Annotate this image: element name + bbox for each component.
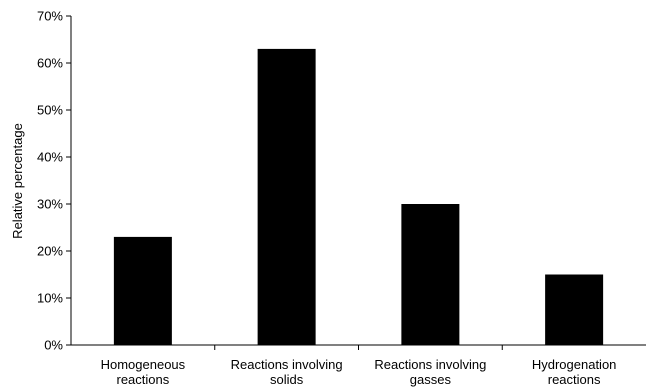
x-category-label: Homogeneous bbox=[101, 357, 186, 372]
y-axis-label: Relative percentage bbox=[10, 123, 25, 239]
x-category-label: Reactions involving bbox=[374, 357, 486, 372]
x-category-label: Reactions involving bbox=[231, 357, 343, 372]
bar bbox=[257, 48, 316, 346]
x-category-label: reactions bbox=[117, 372, 170, 387]
y-tick-label: 30% bbox=[37, 197, 63, 212]
y-tick-label: 40% bbox=[37, 150, 63, 165]
x-category-label: reactions bbox=[548, 372, 601, 387]
x-category-label: gasses bbox=[410, 372, 452, 387]
bar bbox=[401, 204, 460, 345]
x-category-label: solids bbox=[270, 372, 304, 387]
y-tick-label: 60% bbox=[37, 56, 63, 71]
x-category-label: Hydrogenation bbox=[532, 357, 617, 372]
bar bbox=[113, 236, 172, 345]
y-tick-label: 70% bbox=[37, 9, 63, 24]
bar bbox=[545, 274, 604, 345]
y-tick-label: 10% bbox=[37, 291, 63, 306]
y-tick-label: 20% bbox=[37, 244, 63, 259]
y-tick-label: 50% bbox=[37, 103, 63, 118]
y-tick-label: 0% bbox=[44, 338, 63, 353]
